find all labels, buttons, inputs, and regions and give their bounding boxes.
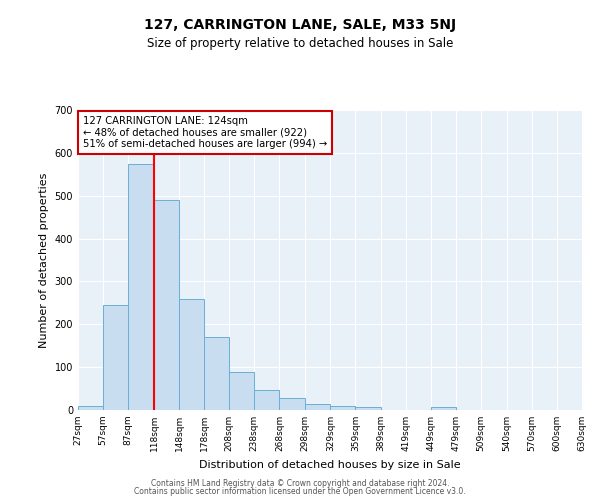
Text: 127, CARRINGTON LANE, SALE, M33 5NJ: 127, CARRINGTON LANE, SALE, M33 5NJ [144, 18, 456, 32]
Bar [431, 406, 456, 410]
Text: Contains HM Land Registry data © Crown copyright and database right 2024.: Contains HM Land Registry data © Crown c… [151, 478, 449, 488]
Text: Contains public sector information licensed under the Open Government Licence v3: Contains public sector information licen… [134, 487, 466, 496]
Bar [305, 404, 331, 410]
Text: 127 CARRINGTON LANE: 124sqm
← 48% of detached houses are smaller (922)
51% of se: 127 CARRINGTON LANE: 124sqm ← 48% of det… [83, 116, 327, 149]
Bar [204, 337, 229, 410]
Bar [254, 390, 280, 410]
Bar [229, 372, 254, 410]
Bar [355, 406, 380, 410]
Y-axis label: Number of detached properties: Number of detached properties [39, 172, 49, 348]
Bar [78, 406, 103, 410]
Bar [103, 305, 128, 410]
Bar [280, 398, 305, 410]
Bar [128, 164, 154, 410]
X-axis label: Distribution of detached houses by size in Sale: Distribution of detached houses by size … [199, 460, 461, 469]
Bar [179, 298, 204, 410]
Text: Size of property relative to detached houses in Sale: Size of property relative to detached ho… [147, 38, 453, 51]
Bar [154, 200, 179, 410]
Bar [331, 406, 355, 410]
